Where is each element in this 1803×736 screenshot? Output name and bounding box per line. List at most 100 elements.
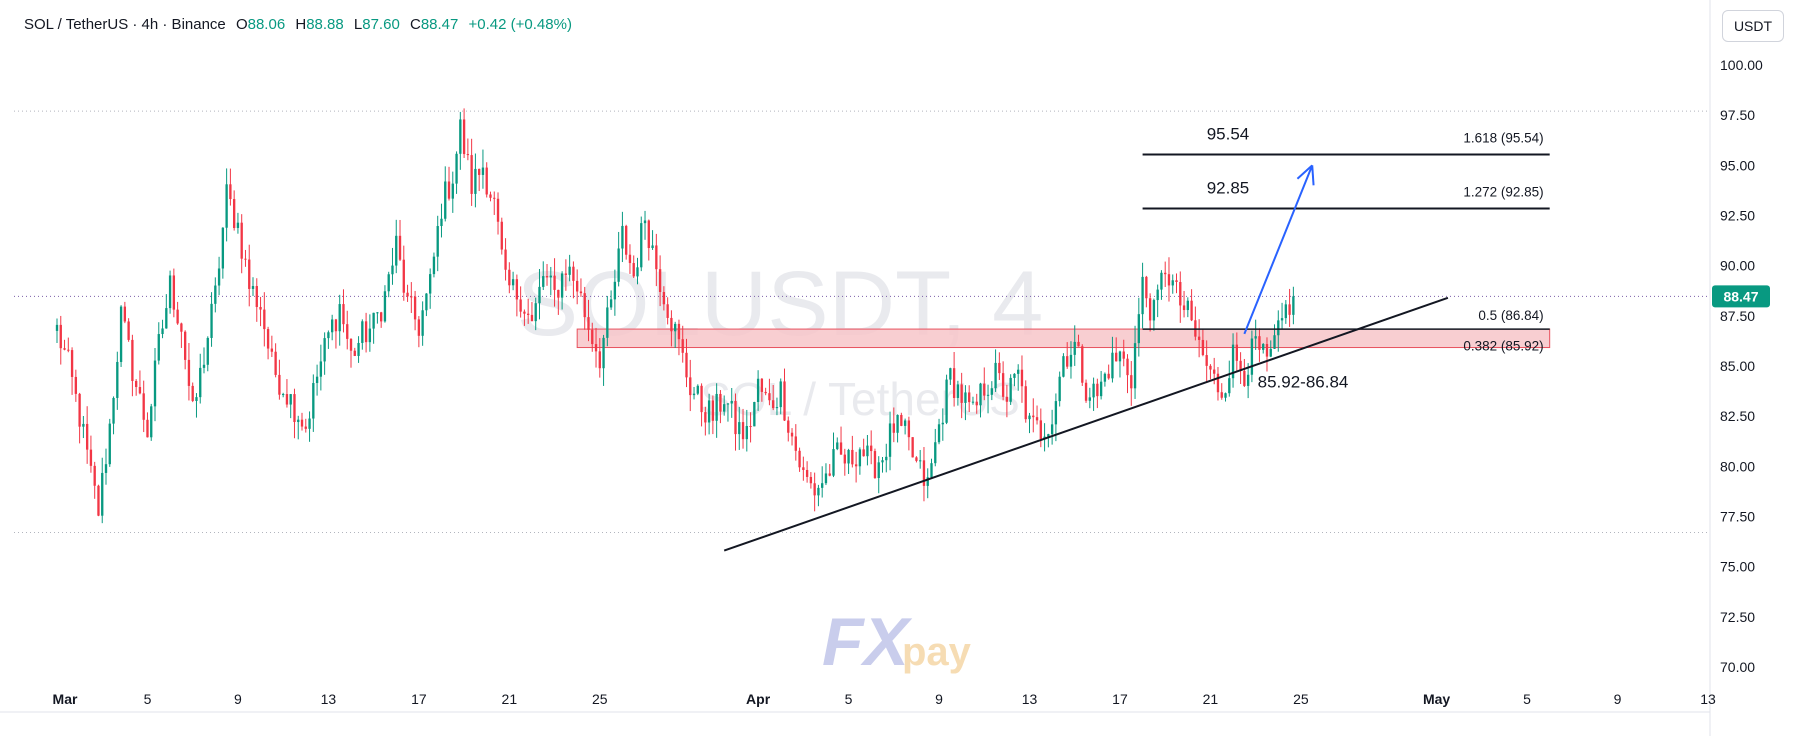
- candle-body: [1148, 298, 1152, 321]
- candle-body: [621, 225, 624, 249]
- candle-body: [952, 368, 956, 398]
- candle-body: [892, 423, 895, 433]
- candle-body: [560, 273, 564, 298]
- candle-body: [206, 337, 209, 365]
- candle-body: [1235, 344, 1238, 361]
- candle-body: [866, 445, 869, 457]
- candle-body: [617, 248, 620, 282]
- candle-body: [530, 314, 534, 322]
- currency-button[interactable]: USDT: [1722, 10, 1784, 42]
- candle-body: [945, 379, 948, 423]
- candle-body: [183, 331, 187, 360]
- candle-body: [391, 265, 394, 275]
- candle-body: [1107, 373, 1110, 379]
- candle-body: [1077, 341, 1080, 347]
- candle-body: [836, 442, 839, 450]
- candle-body: [1243, 370, 1246, 386]
- last-price-value: 88.47: [1723, 288, 1758, 304]
- candle-body: [248, 259, 251, 289]
- candle-body: [843, 454, 846, 464]
- candle-body: [500, 221, 503, 250]
- candle-body: [319, 361, 323, 377]
- candle-body: [809, 476, 813, 484]
- fib-ratio-label: 1.618 (95.54): [1463, 130, 1543, 145]
- candle-body: [1228, 378, 1231, 394]
- candle-body: [979, 383, 982, 406]
- candle-body: [587, 317, 590, 330]
- candle-body: [78, 393, 81, 427]
- candle-body: [934, 442, 937, 464]
- candle-body: [376, 312, 379, 314]
- candle-body: [150, 406, 153, 438]
- candle-body: [640, 223, 643, 268]
- candle-body: [195, 397, 198, 401]
- candle-body: [606, 307, 609, 338]
- time-axis[interactable]: Mar 5 9 13 17 21 25 Apr 5 9 13 17 21 25 May 5 9 13: [53, 691, 1716, 707]
- candle-body: [232, 199, 236, 228]
- fib-ratio-label: 0.5 (86.84): [1478, 308, 1543, 323]
- candle-body: [187, 359, 191, 386]
- candle-body: [1205, 355, 1208, 366]
- projection-arrow-head: [1311, 165, 1315, 186]
- candle-body: [251, 286, 255, 289]
- candle-body: [368, 328, 372, 343]
- candle-body: [1024, 386, 1027, 420]
- candle-body: [609, 299, 613, 308]
- fib-ratio-label: 0.382 (85.92): [1463, 339, 1543, 354]
- candle-body: [662, 291, 666, 305]
- candle-body: [1265, 344, 1269, 357]
- price-axis[interactable]: 100.00 97.50 95.00 92.50 90.00 87.50 85.00 82.5…: [1720, 57, 1763, 675]
- candle-body: [199, 367, 202, 398]
- fib-target-label: 92.85: [1207, 178, 1250, 197]
- candle-body: [1122, 351, 1125, 359]
- candle-body: [1081, 346, 1084, 383]
- time-tick-label: Apr: [746, 691, 771, 707]
- time-tick-label: Mar: [53, 691, 78, 707]
- candle-body: [300, 419, 304, 427]
- candle-body: [881, 460, 884, 463]
- candle-body: [689, 377, 692, 396]
- candle-body: [508, 269, 511, 286]
- candle-body: [1103, 373, 1107, 382]
- candle-body: [1250, 338, 1254, 375]
- candle-body: [523, 311, 526, 314]
- candle-body: [1231, 344, 1235, 379]
- candle-body: [315, 376, 319, 384]
- low-value: 87.60: [362, 16, 400, 33]
- candle-body: [1262, 344, 1265, 350]
- candle-body: [700, 385, 703, 413]
- candle-body: [1062, 356, 1065, 377]
- candle-body: [1273, 335, 1276, 349]
- candle-body: [553, 275, 556, 290]
- candle-body: [1013, 373, 1016, 378]
- candle-body: [112, 397, 115, 424]
- candle-body: [1220, 392, 1223, 398]
- candle-body: [968, 392, 971, 403]
- candle-body: [1141, 276, 1144, 315]
- candle-body: [903, 420, 907, 426]
- candle-body: [568, 266, 571, 275]
- support-zone-rect: [576, 328, 1551, 349]
- candle-body: [900, 414, 903, 426]
- candle-body: [828, 473, 831, 476]
- candle-body: [1020, 369, 1024, 387]
- symbol-title[interactable]: SOL / TetherUS · 4h · Binance: [24, 16, 226, 33]
- drawings: 95.54 1.618 (95.54) 92.85 1.272 (92.85) 0.5 …: [723, 124, 1550, 552]
- candle-body: [583, 293, 586, 318]
- close-value: 88.47: [420, 16, 459, 33]
- candle-body: [658, 269, 662, 292]
- candle-body: [270, 348, 274, 352]
- candle-body: [907, 420, 911, 438]
- candle-body: [960, 384, 963, 403]
- candle-body: [707, 400, 711, 423]
- candle-body: [1269, 348, 1272, 357]
- candle-body: [70, 350, 74, 377]
- candle-body: [1028, 415, 1031, 420]
- price-tick-label: 100.00: [1720, 57, 1763, 73]
- candle-body: [1284, 304, 1287, 319]
- candle-body: [74, 376, 78, 394]
- candle-body: [990, 388, 993, 395]
- candle-body: [1258, 336, 1261, 350]
- candle-body: [470, 155, 473, 194]
